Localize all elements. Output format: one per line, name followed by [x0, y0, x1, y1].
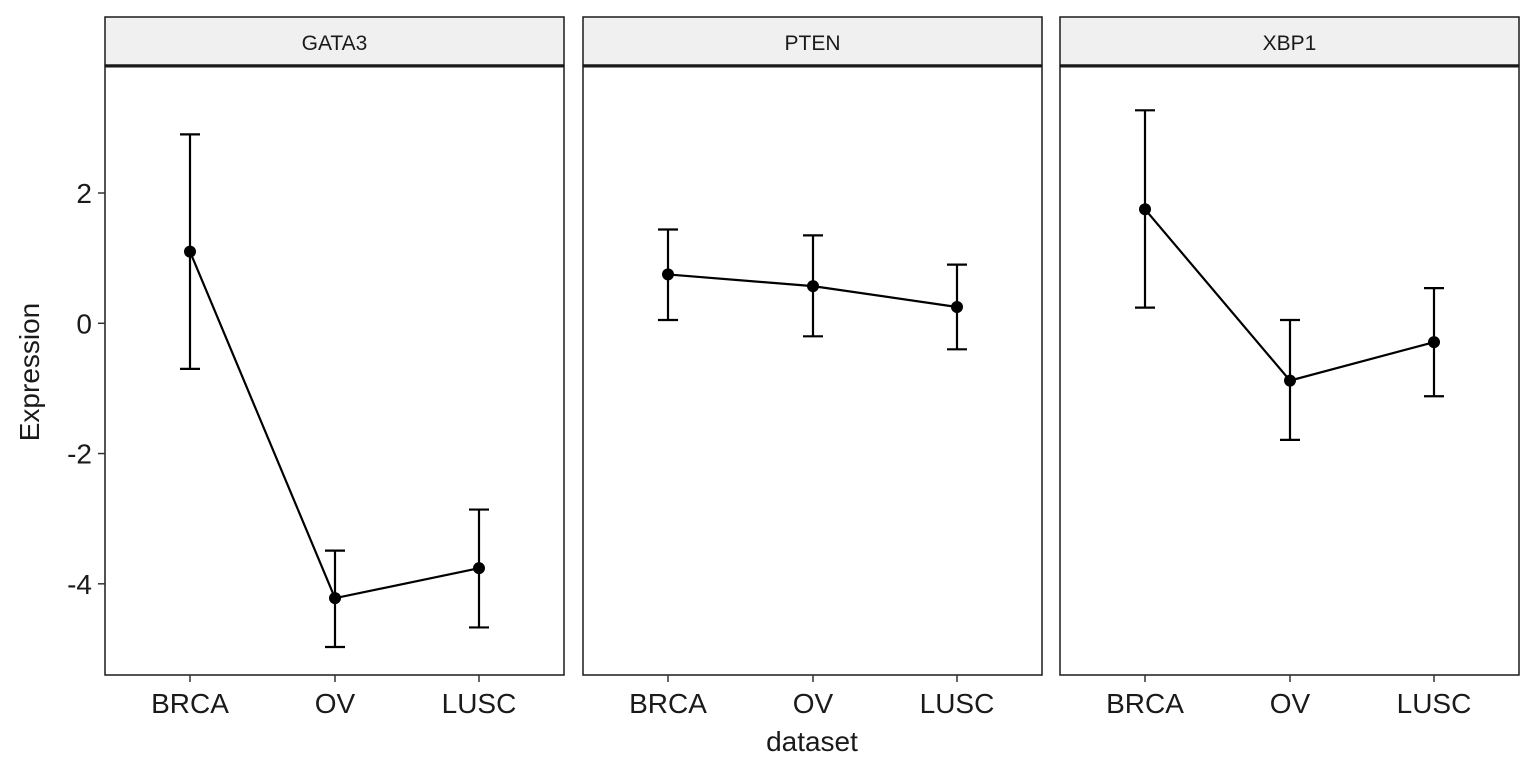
x-tick-label: OV: [1270, 688, 1311, 719]
strip-label: PTEN: [784, 32, 840, 55]
y-axis-title: Expression: [14, 303, 45, 442]
strip-background: [1059, 16, 1520, 66]
y-tick-label: 0: [76, 308, 92, 339]
x-tick-label: BRCA: [151, 688, 229, 719]
data-point: [1284, 374, 1296, 387]
strip-label: XBP1: [1263, 32, 1317, 55]
data-point: [807, 280, 819, 293]
x-tick-label: OV: [793, 688, 834, 719]
panel-border: [582, 65, 1043, 676]
series-line: [188, 251, 480, 600]
y-tick-label: 2: [76, 178, 92, 209]
data-point: [473, 562, 485, 575]
strip-background: [104, 16, 565, 66]
y-tick-label: -2: [67, 439, 92, 470]
panel-pten: PTEN BRCA OV LUSC: [582, 16, 1043, 719]
data-point: [329, 592, 341, 605]
data-point: [1139, 203, 1151, 216]
panel-gata3: GATA3 BRCA OV LUSC: [104, 16, 565, 719]
data-point: [1428, 336, 1440, 349]
x-tick-label: BRCA: [1106, 688, 1184, 719]
x-tick-label: BRCA: [629, 688, 707, 719]
y-tick-label: -4: [67, 569, 92, 600]
strip-label: GATA3: [302, 32, 368, 55]
data-point: [662, 268, 674, 281]
data-point: [184, 245, 196, 258]
x-tick-label: OV: [315, 688, 356, 719]
panels-group: GATA3 BRCA OV LUSC PTEN BRCA OV LUSC XBP1 BRCA OV L…: [104, 16, 1520, 719]
y-axis: 2 0 -2 -4: [67, 178, 105, 600]
x-axis-title: dataset: [766, 726, 858, 757]
panel-xbp1: XBP1 BRCA OV LUSC: [1059, 16, 1520, 719]
x-tick-label: LUSC: [442, 688, 517, 719]
x-tick-label: LUSC: [920, 688, 995, 719]
data-point: [951, 300, 963, 313]
x-tick-label: LUSC: [1397, 688, 1472, 719]
